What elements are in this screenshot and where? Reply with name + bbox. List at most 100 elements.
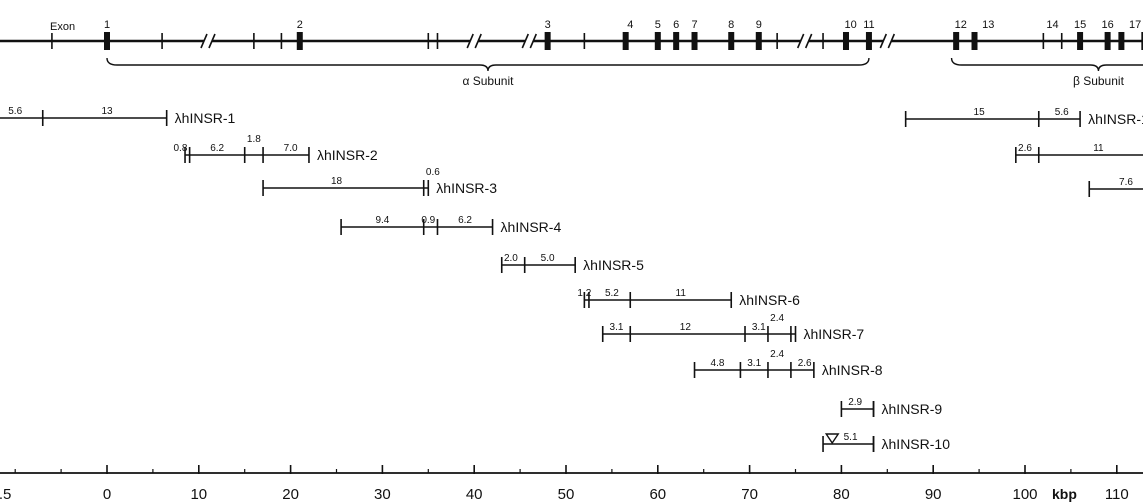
fragment-size-label: 3.1 — [610, 322, 624, 333]
fragment-size-label: 6.2 — [458, 215, 472, 226]
subunit-label: α Subunit — [462, 74, 514, 88]
fragment-size-label: 7.0 — [284, 143, 298, 154]
exon-block — [544, 32, 551, 50]
fragment-size-label: 5.0 — [541, 253, 555, 264]
gene-break-mark — [529, 33, 538, 49]
exon-number: 9 — [756, 19, 762, 31]
fragment-size-label: 9.4 — [375, 215, 389, 226]
fragment-size-label: 2.6 — [798, 358, 812, 369]
fragment-size-label: 1.8 — [247, 134, 261, 145]
exon-number: 3 — [545, 19, 551, 31]
exon-block — [691, 32, 698, 50]
exon-block — [673, 32, 680, 50]
clone: 3.1 12 3.1 2.4 λhINSR-7 — [601, 313, 864, 342]
exon-block — [971, 32, 978, 50]
subunit-brace — [950, 57, 1143, 72]
exon-number: 15 — [1074, 19, 1086, 31]
fragment-size-label: 11 — [676, 288, 687, 299]
fragment-size-label: 0.8 — [173, 143, 187, 154]
axis-tick-label: 20 — [282, 486, 299, 503]
exon-number: 7 — [691, 19, 697, 31]
fragment-size-label: 2.4 — [770, 313, 784, 324]
axis-tick-label: 50 — [558, 486, 575, 503]
axis-tick-label: 80 — [833, 486, 850, 503]
axis-tick-label: -12.5 — [0, 486, 11, 503]
exon-block — [842, 32, 849, 50]
fragment-size-label: 13 — [101, 106, 113, 117]
clone-name: λhINSR-3 — [436, 180, 497, 196]
fragment-size-label: 2.9 — [848, 397, 862, 408]
clone: 2.9 λhINSR-9 — [840, 397, 942, 417]
gene-break-mark — [208, 33, 216, 49]
exon-number: 1 — [104, 19, 110, 31]
clone-name: λhINSR-5 — [583, 257, 644, 273]
fragment-size-label: 0.6 — [426, 167, 440, 178]
axis-tick-label: 110 — [1105, 486, 1129, 503]
exon-number: 6 — [673, 19, 679, 31]
clone-name: λhINSR-10 — [882, 436, 951, 452]
clone: 0.8 6.2 1.8 7.0 λhINSR-2 — [173, 134, 378, 163]
exon-block — [654, 32, 661, 50]
gene-break-mark — [796, 33, 805, 49]
clone: 5.6 13 λhINSR-1 — [0, 106, 236, 126]
fragment-size-label: 11 — [1093, 143, 1104, 154]
exon-number: 5 — [655, 19, 661, 31]
exon-block — [296, 32, 303, 50]
fragment-size-label: 12 — [680, 322, 692, 333]
fragment-size-label: 4.8 — [711, 358, 725, 369]
exon-number: 13 — [982, 19, 994, 31]
axis-tick-label: 70 — [741, 486, 758, 503]
axis-tick-label: 0 — [103, 486, 111, 503]
clone-name: λhINSR-1 — [175, 110, 236, 126]
axis-tick-label: 10 — [190, 486, 207, 503]
axis-tick-label: 30 — [374, 486, 391, 503]
subunit-brace — [106, 57, 870, 72]
clone-name: λhINSR-4 — [501, 219, 562, 235]
fragment-size-label: 6.2 — [210, 143, 224, 154]
exon-block — [622, 32, 629, 50]
exon-number: 8 — [728, 19, 734, 31]
exon-number: 11 — [863, 19, 874, 31]
gene-break-mark — [474, 33, 482, 49]
clone: 1.2 5.2 11 λhINSR-6 — [577, 288, 800, 308]
axis-tick-label: 100 — [1012, 486, 1037, 503]
subunit-label: β Subunit — [1073, 74, 1125, 88]
exon-number: 12 — [955, 19, 967, 31]
gene-break-mark — [887, 33, 896, 49]
exon-number: 17 — [1129, 19, 1141, 31]
fragment-size-label: 2.4 — [770, 349, 784, 360]
exon-block — [104, 32, 110, 50]
fragment-size-label: 5.2 — [605, 288, 619, 299]
fragment-size-label: 2.6 — [1018, 143, 1032, 154]
clone: 4.8 3.1 2.4 2.6 λhINSR-8 — [693, 349, 883, 378]
fragment-size-label: 5.6 — [8, 106, 22, 117]
insert-triangle — [824, 433, 840, 445]
clone: 2.0 5.0 λhINSR-5 — [500, 253, 644, 273]
exon-block — [755, 32, 762, 50]
gene-break-mark — [879, 33, 888, 49]
exon-number: 4 — [627, 19, 633, 31]
exon-number: 14 — [1046, 19, 1058, 31]
exon-number: 16 — [1101, 19, 1113, 31]
exon-block — [1104, 32, 1111, 50]
fragment-size-label: 15 — [974, 107, 986, 118]
clone: 9.4 0.9 6.2 λhINSR-4 — [340, 215, 562, 235]
kbp-axis: kbp -12.50102030405060708090100110120 — [0, 465, 1143, 503]
axis-tick-label: 90 — [925, 486, 942, 503]
axis-tick-label: 60 — [649, 486, 666, 503]
axis-unit-label: kbp — [1052, 486, 1077, 502]
fragment-size-label: 0.9 — [421, 215, 435, 226]
exon-number: 2 — [297, 19, 303, 31]
exon-row-label: Exon — [50, 21, 75, 33]
clone: 18 0.6 λhINSR-3 — [262, 167, 497, 196]
exon-block — [865, 32, 872, 50]
clone-name: λhINSR-11 — [1088, 111, 1143, 127]
fragment-size-label: 3.1 — [752, 322, 766, 333]
clone: 15 5.6 λhINSR-11 — [904, 107, 1143, 127]
clone-map: 5.6 13 λhINSR-1 0.8 6.2 1.8 7.0 λhINSR-2 18 0.6 λh… — [0, 106, 1143, 452]
fragment-size-label: 5.6 — [1055, 107, 1069, 118]
clone-name: λhINSR-2 — [317, 147, 378, 163]
exon-block — [1077, 32, 1084, 50]
